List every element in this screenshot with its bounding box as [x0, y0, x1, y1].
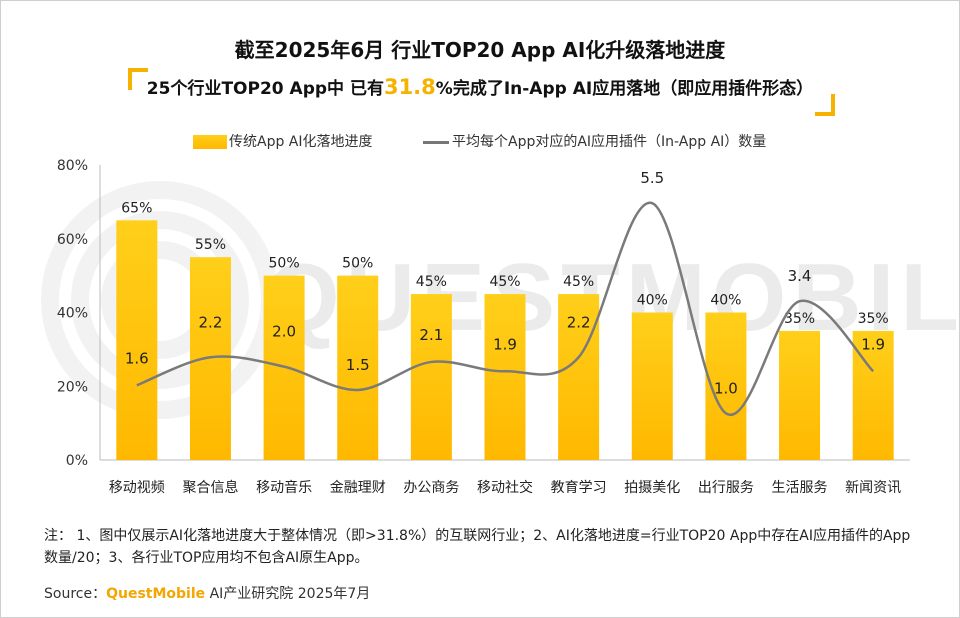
- x-tick-label: 办公商务: [403, 480, 459, 496]
- x-tick-label: 拍摄美化: [624, 480, 680, 496]
- bar: [631, 312, 673, 460]
- x-tick-label: 新闻资讯: [845, 480, 901, 496]
- source-line: Source：QuestMobile AI产业研究院 2025年7月: [44, 583, 370, 603]
- chart-title: 截至2025年6月 行业TOP20 App AI化升级落地进度: [234, 38, 726, 62]
- bar-value-label: 65%: [121, 200, 152, 216]
- x-tick-label: 聚合信息: [182, 479, 238, 496]
- x-tick-label: 教育学习: [551, 480, 607, 496]
- y-tick-label: 40%: [57, 306, 88, 322]
- bracket-decoration-left: [128, 68, 148, 90]
- y-tick-label: 0%: [66, 453, 88, 469]
- line-value-label: 1.6: [125, 349, 149, 367]
- x-tick-label: 移动社交: [477, 479, 533, 496]
- y-tick-label: 80%: [57, 158, 88, 174]
- chart-subtitle: 25个行业TOP20 App中 已有31.8%完成了In-App AI应用落地（…: [0, 74, 960, 99]
- x-tick-label: 生活服务: [772, 480, 828, 496]
- bar: [189, 257, 231, 460]
- source-suffix: AI产业研究院 2025年7月: [205, 586, 371, 602]
- bar-value-label: 50%: [269, 256, 300, 272]
- bar-value-label: 40%: [637, 293, 668, 309]
- footnote: 注： 1、图中仅展示AI化落地进度大于整体情况（即>31.8%）的互联网行业；2…: [44, 528, 911, 566]
- bar-value-label: 35%: [784, 311, 815, 327]
- line-value-label: 2.1: [419, 326, 443, 344]
- line-value-label: 1.9: [861, 335, 885, 353]
- legend-bar-label: 传统App AI化落地进度: [229, 134, 373, 150]
- bar-value-label: 35%: [858, 311, 889, 327]
- bar: [337, 275, 379, 460]
- bar: [779, 330, 821, 460]
- bar: [116, 220, 158, 460]
- bar-value-label: 45%: [489, 274, 520, 290]
- line-value-label: 5.5: [640, 169, 664, 187]
- x-tick-label: 出行服务: [698, 480, 754, 496]
- bar-value-label: 55%: [195, 237, 226, 253]
- bracket-decoration-right: [815, 94, 835, 116]
- line-value-label: 3.4: [788, 267, 812, 285]
- line-series: [136, 201, 875, 417]
- x-tick-label: 金融理财: [330, 480, 386, 496]
- line-value-label: 2.2: [199, 313, 223, 331]
- source-prefix: Source：: [44, 586, 107, 602]
- line-value-label: 1.0: [714, 379, 738, 397]
- line-value-label: 2.0: [272, 323, 296, 341]
- y-tick-label: 20%: [57, 379, 88, 395]
- legend-line-label: 平均每个App对应的AI应用插件（In-App AI）数量: [452, 134, 767, 150]
- line-value-label: 2.2: [567, 313, 591, 331]
- legend-line-swatch: [423, 141, 449, 144]
- bar-value-label: 40%: [710, 293, 741, 309]
- legend-bar-swatch: [193, 135, 227, 149]
- x-tick-label: 移动视频: [109, 480, 165, 496]
- x-tick-label: 移动音乐: [256, 479, 312, 496]
- source-brand: QuestMobile: [106, 586, 206, 602]
- bar: [484, 294, 526, 460]
- bar-value-label: 45%: [563, 274, 594, 290]
- bar-value-label: 50%: [342, 256, 373, 272]
- bar-value-label: 45%: [416, 274, 447, 290]
- watermark: [41, 181, 279, 419]
- bar: [410, 294, 452, 460]
- line-value-label: 1.9: [493, 335, 517, 353]
- chart-legend: 传统App AI化落地进度 平均每个App对应的AI应用插件（In-App AI…: [0, 131, 960, 151]
- y-tick-label: 60%: [57, 232, 88, 248]
- subtitle-prefix: 25个行业TOP20 App中 已有: [146, 79, 384, 99]
- line-value-label: 1.5: [346, 356, 370, 374]
- subtitle-suffix: %完成了In-App AI应用落地（即应用插件形态）: [435, 79, 814, 99]
- bar: [558, 294, 600, 460]
- subtitle-highlight-value: 31.8: [383, 75, 436, 99]
